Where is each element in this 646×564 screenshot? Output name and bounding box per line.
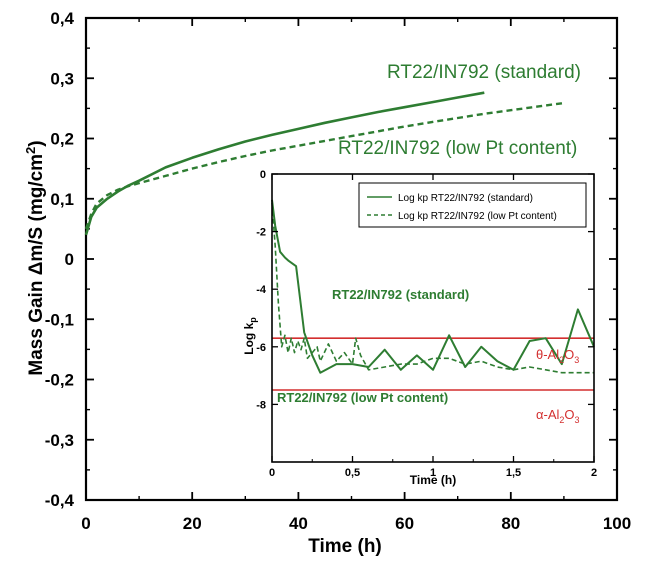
main-y-tick-label: -0,2 [45, 371, 74, 390]
inset-y-tick-label: -4 [256, 284, 267, 296]
inset-y-tick-label: 0 [260, 169, 266, 181]
legend-label-low-pt: Log kp RT22/IN792 (low Pt content) [398, 211, 557, 222]
inset-x-tick-labels: 0 0,5 1 1,5 2 [269, 467, 597, 479]
main-x-tick-label: 60 [395, 514, 414, 533]
main-chart: 0 20 40 60 80 100 -0,4-0,3-0,2-0,100,10,20,30… [23, 9, 631, 557]
main-y-tick-label: 0,3 [50, 69, 74, 88]
inset-x-tick-label: 0,5 [345, 467, 360, 479]
main-annotation-low-pt: RT22/IN792 (low Pt content) [338, 138, 577, 159]
main-y-tick-label: 0,1 [50, 190, 74, 209]
main-ticks [85, 17, 618, 501]
main-y-tick-label: -0,4 [45, 491, 75, 510]
inset-series-line-0 [271, 199, 595, 374]
main-x-tick-label: 40 [289, 514, 308, 533]
inset-ticks [271, 173, 595, 462]
inset-y-tick-label: -6 [256, 342, 266, 354]
main-x-tick-label: 100 [603, 514, 631, 533]
main-y-tick-label: -0,3 [45, 431, 74, 450]
main-y-tick-label: 0,2 [50, 130, 74, 149]
main-x-tick-label: 0 [81, 514, 90, 533]
main-series [84, 91, 565, 236]
inset-chart: 0 0,5 1 1,5 2 -8 -6 -4 -2 0 Time (h) Log kp Log … [242, 169, 597, 487]
inset-legend-box [358, 182, 587, 228]
inset-annotation-low-pt: RT22/IN792 (low Pt content) [277, 390, 448, 405]
inset-annotation-standard: RT22/IN792 (standard) [332, 287, 469, 302]
inset-x-tick-label: 1 [430, 467, 436, 479]
main-x-tick-label: 80 [501, 514, 520, 533]
main-y-tick-label: 0 [65, 250, 74, 269]
main-y-tick-labels: -0,4 -0,3 -0,2 -0,1 0 0,1 0,2 0,3 0,4 [45, 9, 75, 510]
inset-x-tick-label: 0 [269, 467, 275, 479]
main-annotation-standard: RT22/IN792 (standard) [387, 62, 581, 83]
main-y-tick-label: 0,4 [50, 9, 74, 28]
inset-y-tick-labels: -8 -6 -4 -2 0 [256, 169, 267, 411]
series-line-main-1 [84, 101, 565, 230]
inset-series-line-1 [271, 202, 594, 374]
theta-alumina-label: θ-Al2O3 [536, 347, 579, 365]
inset-y-tick-label: -8 [256, 399, 266, 411]
inset-x-tick-label: 2 [591, 467, 597, 479]
main-x-tick-label: 20 [183, 514, 202, 533]
inset-legend: Log kp RT22/IN792 (standard) Log kp RT22… [358, 182, 587, 228]
inset-x-tick-label: 1,5 [506, 467, 521, 479]
main-y-tick-label: -0,1 [45, 310, 74, 329]
alpha-alumina-label: α-Al2O3 [536, 407, 580, 425]
inset-y-tick-label: -2 [256, 227, 266, 239]
main-y-axis-label: Mass Gain Δm/S (mg/cm2) [23, 140, 47, 375]
inset-x-axis-label: Time (h) [410, 473, 456, 487]
series-line-main-0 [84, 91, 485, 236]
inset-series [271, 199, 595, 374]
inset-y-axis-label: Log kp [242, 317, 258, 355]
legend-label-standard: Log kp RT22/IN792 (standard) [398, 193, 533, 204]
main-x-axis-label: Time (h) [308, 536, 382, 557]
main-x-tick-labels: 0 20 40 60 80 100 [81, 514, 631, 533]
